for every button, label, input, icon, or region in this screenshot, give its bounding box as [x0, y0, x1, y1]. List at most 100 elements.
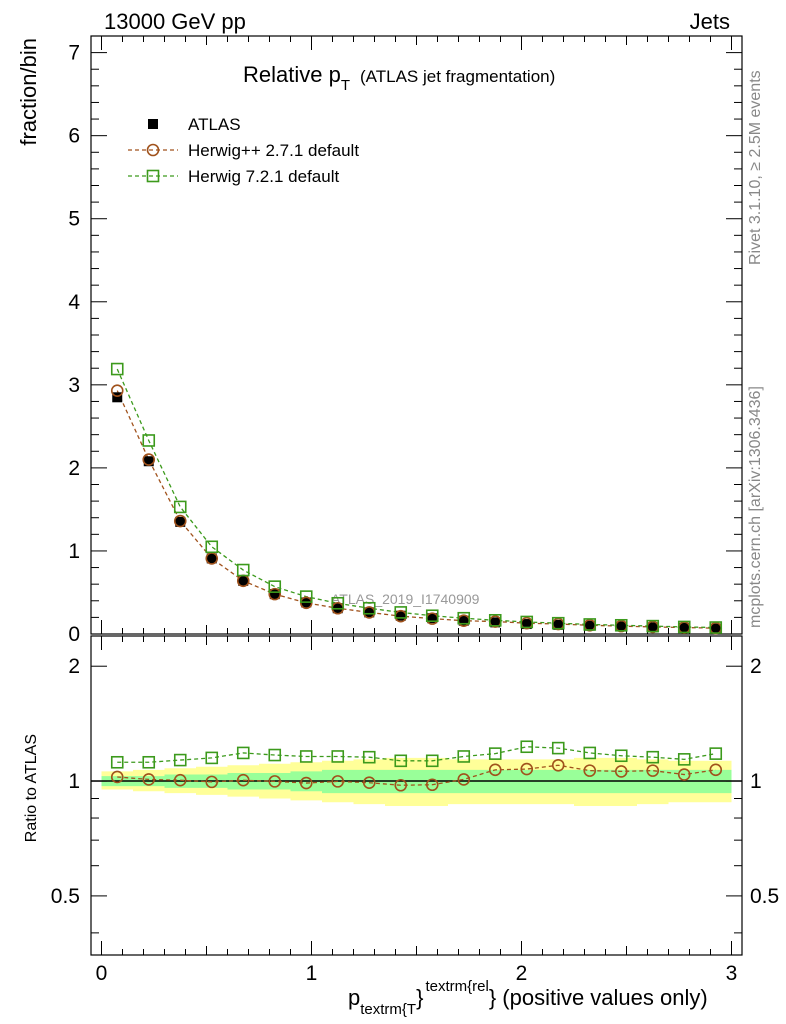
data-point — [110, 362, 124, 376]
ratio-y-tick-label-right: 0.5 — [750, 885, 779, 908]
data-point — [268, 587, 282, 601]
x-tick-label: 1 — [306, 962, 318, 985]
legend-marker — [148, 119, 158, 129]
series-line — [116, 368, 716, 629]
ratio-data-point — [614, 749, 628, 763]
ratio-data-point — [488, 763, 502, 777]
data-point — [268, 580, 282, 593]
y-tick-label: 6 — [68, 125, 80, 148]
ratio-data-point — [236, 746, 250, 760]
ratio-data-point — [299, 750, 313, 763]
ratio-y-tick-label: 1 — [68, 770, 80, 793]
legend-label: ATLAS — [188, 115, 241, 134]
ratio-data-point — [362, 776, 376, 790]
data-point — [488, 613, 502, 627]
y-tick-label: 3 — [68, 374, 80, 397]
ratio-data-point — [142, 773, 156, 786]
y-tick-label: 5 — [68, 208, 80, 231]
data-point — [112, 392, 123, 403]
y-tick-label: 2 — [68, 457, 80, 480]
ratio-y-tick-label: 2 — [68, 655, 80, 678]
data-point — [647, 622, 658, 633]
x-axis-title: ptextrm{T} textrm{rel} (positive values o… — [348, 978, 708, 1018]
x-tick-label: 0 — [96, 962, 108, 985]
ratio-data-point — [205, 751, 219, 765]
data-point — [362, 601, 376, 615]
data-point — [427, 613, 438, 624]
y-tick-label: 1 — [68, 540, 80, 563]
ratio-data-point — [583, 746, 597, 760]
data-point — [394, 606, 408, 619]
ratio-data-point — [268, 748, 282, 762]
data-point — [142, 434, 156, 447]
ratio-data-point — [677, 768, 691, 781]
data-point — [583, 618, 597, 631]
ratio-data-point — [362, 750, 376, 764]
process-label: Jets — [690, 9, 730, 34]
ratio-data-point — [425, 754, 439, 768]
data-point — [614, 618, 628, 632]
ratio-data-point — [205, 775, 219, 789]
ratio-data-point — [268, 775, 282, 788]
ratio-data-point — [457, 750, 471, 763]
mcplots-label: mcplots.cern.ch [arXiv:1306.3436] — [747, 386, 764, 628]
data-point — [709, 621, 723, 634]
ratio-data-point — [457, 773, 471, 786]
ratio-data-point — [173, 753, 187, 767]
data-point — [269, 589, 280, 600]
data-point — [205, 540, 219, 554]
ratio-data-point — [425, 778, 439, 792]
y-tick-label: 4 — [68, 291, 80, 314]
ratio-y-tick-label-right: 1 — [750, 770, 762, 793]
legend-marker — [146, 143, 160, 157]
ratio-data-point — [331, 775, 345, 788]
ratio-data-point — [142, 755, 156, 769]
ratio-data-point — [520, 740, 534, 754]
data-point — [679, 622, 690, 633]
data-point — [110, 384, 124, 397]
data-point — [142, 453, 156, 466]
ratio-data-point — [299, 776, 313, 790]
chart-title: Relative pT (ATLAS jet fragmentation) — [243, 62, 555, 94]
data-point — [553, 619, 564, 630]
data-point — [331, 596, 345, 610]
ratio-data-point — [551, 741, 565, 755]
data-point — [458, 615, 469, 626]
ratio-data-point — [488, 747, 502, 760]
ratio-data-point — [173, 773, 187, 787]
data-point — [490, 617, 501, 628]
y-tick-label: 7 — [68, 42, 80, 65]
data-point — [206, 553, 217, 564]
x-tick-label: 3 — [726, 962, 738, 985]
data-point — [521, 619, 532, 630]
data-point — [173, 500, 187, 514]
data-point — [425, 609, 439, 623]
x-tick-label: 2 — [516, 962, 528, 985]
legend-label: Herwig 7.2.1 default — [188, 167, 339, 186]
data-point — [238, 575, 249, 586]
ratio-data-point — [646, 764, 660, 777]
ratio-data-point — [520, 762, 534, 776]
ratio-y-tick-label: 0.5 — [51, 885, 80, 908]
collision-energy-label: 13000 GeV pp — [104, 9, 246, 34]
data-point — [173, 514, 187, 528]
data-point — [175, 516, 186, 527]
data-point — [710, 623, 721, 634]
ratio-data-point — [677, 753, 691, 766]
data-point — [143, 456, 154, 467]
data-point — [364, 607, 375, 618]
y-tick-label: 0 — [68, 623, 80, 646]
ratio-data-point — [709, 763, 723, 777]
data-point — [520, 615, 534, 629]
data-point — [236, 563, 250, 577]
data-point — [646, 619, 660, 633]
ratio-data-point — [110, 755, 124, 769]
data-point — [551, 616, 565, 630]
rivet-version-label: Rivet 3.1.10, ≥ 2.5M events — [747, 70, 764, 265]
ratio-data-point — [331, 750, 345, 763]
data-point — [616, 621, 627, 632]
ratio-data-point — [394, 754, 408, 768]
legend-marker — [146, 169, 160, 183]
legend-label: Herwig++ 2.7.1 default — [188, 141, 359, 160]
